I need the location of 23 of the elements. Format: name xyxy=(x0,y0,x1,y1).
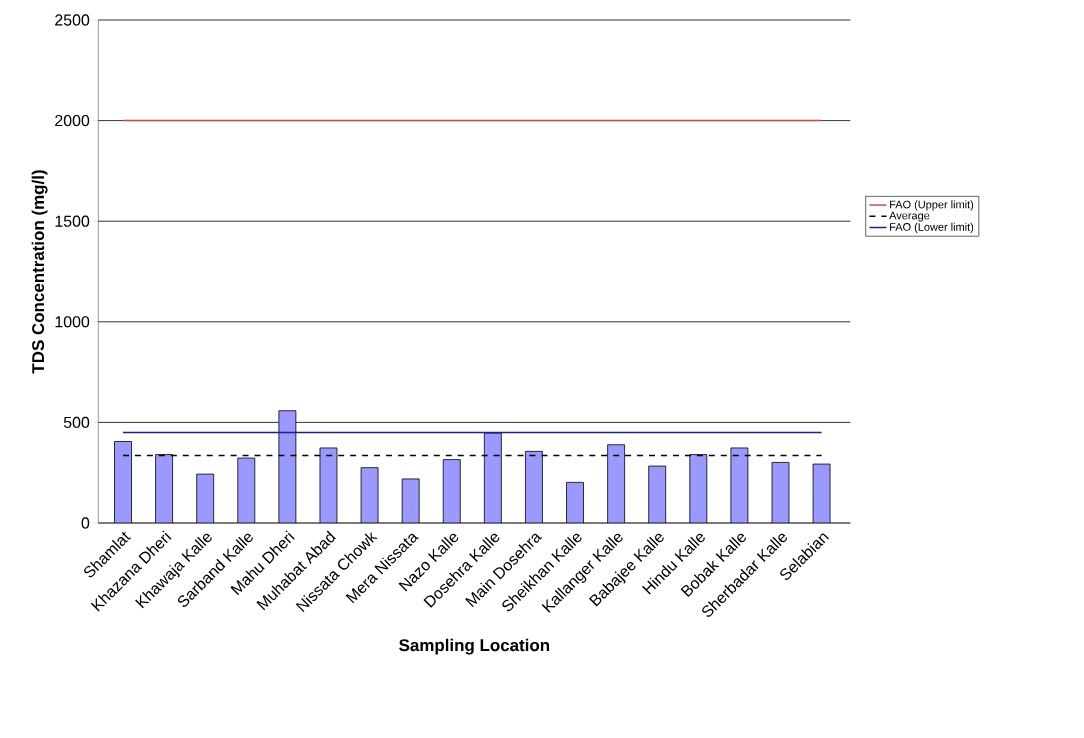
legend-label: FAO (Upper limit) xyxy=(890,200,974,211)
y-tick-label: 500 xyxy=(63,416,90,429)
legend-label: FAO (Lower limit) xyxy=(890,222,974,233)
y-tick-label: 1000 xyxy=(55,316,90,328)
bar xyxy=(483,432,502,523)
bar xyxy=(689,454,708,523)
bar xyxy=(237,457,256,523)
x-axis-title: Sampling Location xyxy=(399,638,550,655)
y-tick-label: 1500 xyxy=(55,215,90,227)
y-tick-label: 2000 xyxy=(55,114,90,127)
legend-label: Average xyxy=(889,211,930,222)
y-axis-title: TDS Concentration (mg/l) xyxy=(31,170,48,374)
y-tick-label: 0 xyxy=(81,517,90,529)
bar xyxy=(525,450,543,523)
bar xyxy=(648,465,667,523)
bar xyxy=(566,481,584,523)
y-tick-label: 2500 xyxy=(55,14,90,26)
bar xyxy=(114,441,132,523)
bar xyxy=(442,459,461,523)
bar xyxy=(607,444,626,523)
bar xyxy=(196,473,215,523)
bar xyxy=(401,478,420,523)
bar xyxy=(155,454,173,523)
